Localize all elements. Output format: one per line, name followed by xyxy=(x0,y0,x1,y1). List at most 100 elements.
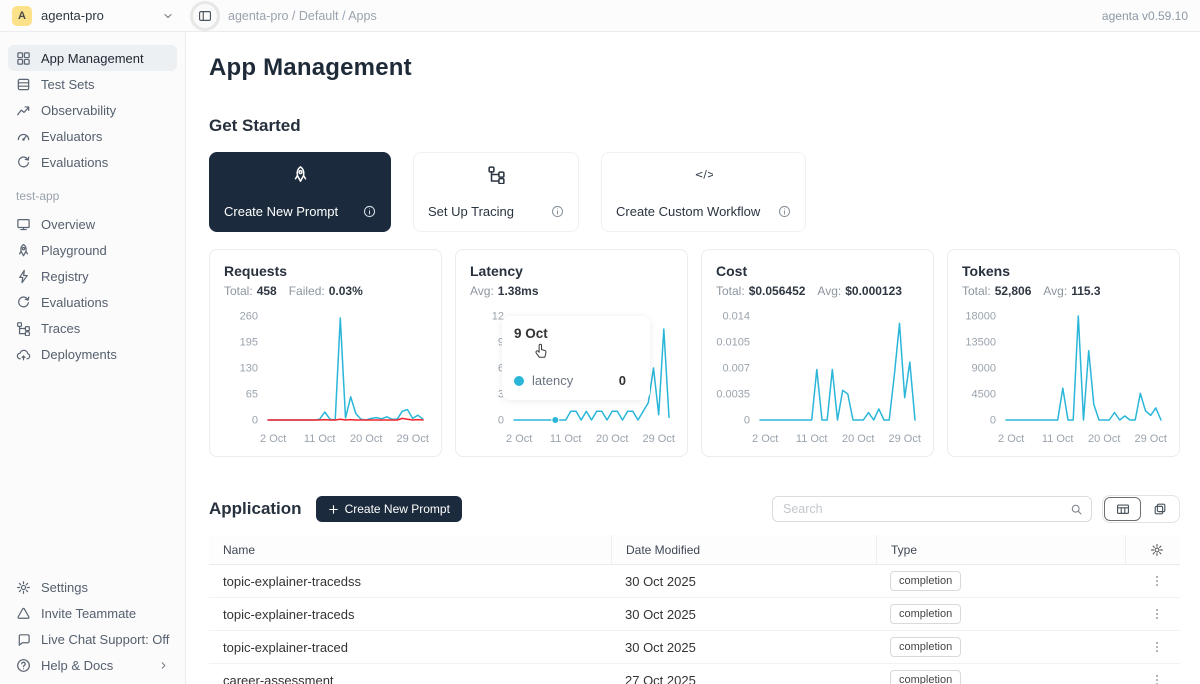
application-heading: Application xyxy=(209,499,302,519)
chart-plot-requests: 0651301952602 Oct11 Oct20 Oct29 Oct xyxy=(210,304,443,454)
chart-plot-tokens: 04500900013500180002 Oct11 Oct20 Oct29 O… xyxy=(948,304,1181,454)
sidebar-item-label: Overview xyxy=(41,217,95,232)
chart-card-requests: RequestsTotal:458Failed:0.03%06513019526… xyxy=(209,249,442,457)
svg-text:11 Oct: 11 Oct xyxy=(550,433,582,445)
type-badge: completion xyxy=(890,670,961,684)
cell-name: topic-explainer-traced xyxy=(209,640,611,655)
row-menu-button[interactable] xyxy=(1150,607,1164,621)
page-title: App Management xyxy=(209,54,1180,82)
plus-icon xyxy=(328,504,339,515)
sidebar-item-live-chat-support-off[interactable]: Live Chat Support: Off xyxy=(8,626,177,652)
chart-stat: Avg:1.38ms xyxy=(470,284,539,298)
chevron-down-icon xyxy=(162,10,174,22)
row-menu-button[interactable] xyxy=(1150,640,1164,654)
chart-stats: Total:458Failed:0.03% xyxy=(224,284,427,298)
search-input[interactable] xyxy=(783,502,1061,516)
sidebar-item-help-docs[interactable]: Help & Docs xyxy=(8,652,177,678)
svg-text:29 Oct: 29 Oct xyxy=(888,433,920,445)
sidebar-item-deployments[interactable]: Deployments xyxy=(8,341,177,367)
svg-text:4500: 4500 xyxy=(972,389,996,401)
column-settings[interactable] xyxy=(1125,535,1180,564)
table-view-button[interactable] xyxy=(1104,497,1141,521)
svg-text:2 Oct: 2 Oct xyxy=(752,433,778,445)
testsets-icon xyxy=(16,77,31,92)
row-menu-button[interactable] xyxy=(1150,673,1164,684)
table-view-icon xyxy=(1116,502,1130,516)
card-label: Create New Prompt xyxy=(224,204,338,219)
legend-dot xyxy=(514,376,524,386)
svg-text:</>: </> xyxy=(695,169,713,181)
svg-text:20 Oct: 20 Oct xyxy=(842,433,874,445)
create-custom-workflow-card[interactable]: </> Create Custom Workflow xyxy=(601,152,806,232)
application-header-row: Application Create New Prompt xyxy=(209,495,1180,523)
table-row[interactable]: topic-explainer-traced30 Oct 2025complet… xyxy=(209,631,1180,664)
svg-text:0.007: 0.007 xyxy=(722,363,750,375)
sidebar-item-evaluations[interactable]: Evaluations xyxy=(8,289,177,315)
set-up-tracing-card[interactable]: Set Up Tracing xyxy=(413,152,579,232)
sidebar-item-playground[interactable]: Playground xyxy=(8,237,177,263)
column-header-type[interactable]: Type xyxy=(876,535,1125,564)
tooltip-value: 0 xyxy=(619,373,626,388)
info-icon[interactable] xyxy=(363,205,376,218)
sidebar-item-label: Live Chat Support: Off xyxy=(41,632,169,647)
svg-text:0: 0 xyxy=(252,415,258,427)
rocket-icon xyxy=(16,243,31,258)
cell-type: completion xyxy=(876,670,1125,684)
table-row[interactable]: topic-explainer-traceds30 Oct 2025comple… xyxy=(209,598,1180,631)
svg-text:2 Oct: 2 Oct xyxy=(506,433,532,445)
sidebar-item-label: Deployments xyxy=(41,347,117,362)
cell-name: topic-explainer-tracedss xyxy=(209,574,611,589)
card-label: Set Up Tracing xyxy=(428,204,514,219)
search-box xyxy=(772,496,1092,522)
sidebar-toggle-button[interactable] xyxy=(190,1,220,31)
sidebar-item-traces[interactable]: Traces xyxy=(8,315,177,341)
create-new-prompt-card[interactable]: Create New Prompt xyxy=(209,152,391,232)
sidebar-item-overview[interactable]: Overview xyxy=(8,211,177,237)
row-menu-button[interactable] xyxy=(1150,574,1164,588)
chart-title: Latency xyxy=(470,263,673,279)
cell-type: completion xyxy=(876,604,1125,624)
svg-text:18000: 18000 xyxy=(965,311,996,323)
sidebar-item-app-management[interactable]: App Management xyxy=(8,45,177,71)
sidebar-item-observability[interactable]: Observability xyxy=(8,97,177,123)
sidebar-item-label: Registry xyxy=(41,269,89,284)
svg-text:130: 130 xyxy=(240,363,258,375)
workspace-avatar: A xyxy=(12,6,32,26)
table-row[interactable]: topic-explainer-tracedss30 Oct 2025compl… xyxy=(209,565,1180,598)
svg-text:0.014: 0.014 xyxy=(722,311,750,323)
sidebar-item-settings[interactable]: Settings xyxy=(8,574,177,600)
type-badge: completion xyxy=(890,637,961,657)
column-header-name[interactable]: Name xyxy=(209,535,611,564)
workspace-name: agenta-pro xyxy=(41,8,104,23)
info-icon[interactable] xyxy=(778,205,791,218)
create-new-prompt-button[interactable]: Create New Prompt xyxy=(316,496,462,522)
app-version: agenta v0.59.10 xyxy=(1102,9,1188,23)
svg-text:29 Oct: 29 Oct xyxy=(396,433,428,445)
sidebar-footer-list: Settings Invite Teammate Live Chat Support… xyxy=(8,574,177,678)
cloud-icon xyxy=(16,347,31,362)
sidebar-item-label: Invite Teammate xyxy=(41,606,136,621)
tooltip-date: 9 Oct xyxy=(514,326,638,341)
sidebar-item-evaluations[interactable]: Evaluations xyxy=(8,149,177,175)
applications-table: Name Date Modified Type topic-explainer-… xyxy=(209,535,1180,684)
sidebar-item-test-sets[interactable]: Test Sets xyxy=(8,71,177,97)
svg-text:11 Oct: 11 Oct xyxy=(796,433,828,445)
chart-stat: Total:$0.056452 xyxy=(716,284,805,298)
sidebar-item-evaluators[interactable]: Evaluators xyxy=(8,123,177,149)
column-header-date-modified[interactable]: Date Modified xyxy=(611,535,876,564)
card-view-button[interactable] xyxy=(1141,497,1178,521)
table-row[interactable]: career-assessment27 Oct 2025completion xyxy=(209,664,1180,684)
sidebar-item-registry[interactable]: Registry xyxy=(8,263,177,289)
svg-text:195: 195 xyxy=(240,337,258,349)
sidebar-item-invite-teammate[interactable]: Invite Teammate xyxy=(8,600,177,626)
grid-icon xyxy=(16,51,31,66)
cell-name: topic-explainer-traceds xyxy=(209,607,611,622)
svg-text:20 Oct: 20 Oct xyxy=(596,433,628,445)
sidebar-item-label: Evaluators xyxy=(41,129,102,144)
chart-title: Requests xyxy=(224,263,427,279)
sidebar-item-label: App Management xyxy=(41,51,144,66)
chevron-right-icon xyxy=(158,660,169,671)
workspace-switcher[interactable]: A agenta-pro xyxy=(0,6,186,26)
info-icon[interactable] xyxy=(551,205,564,218)
gear-icon xyxy=(1150,543,1164,557)
